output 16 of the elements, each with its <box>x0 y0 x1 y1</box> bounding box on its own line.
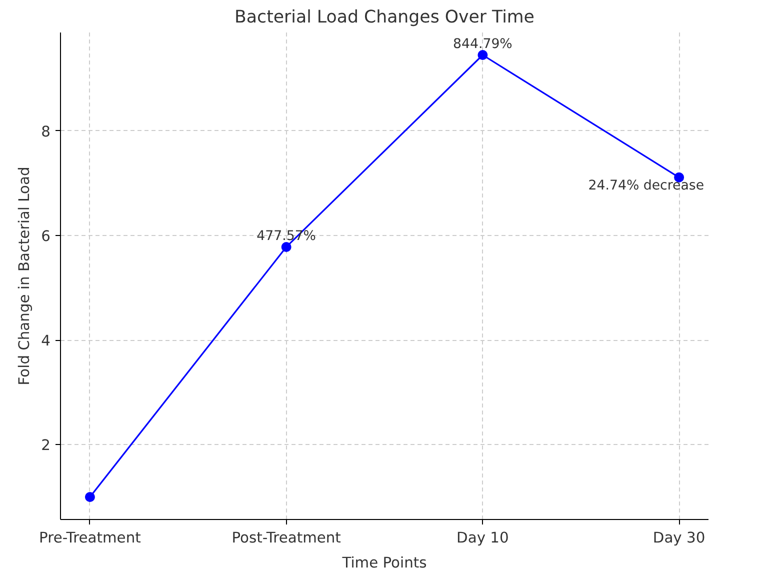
x-tick-label: Day 30 <box>652 530 706 546</box>
point <box>281 242 292 252</box>
point <box>84 492 95 502</box>
y-tick-label: 4 <box>41 332 51 350</box>
x-tick-label: Pre-Treatment <box>39 530 142 546</box>
annotation: 844.79% <box>453 36 512 52</box>
y-axis-title: Fold Change in Bacterial Load <box>16 166 34 386</box>
x-tick-label: Post-Treatment <box>232 530 342 546</box>
y-tick-label: 8 <box>41 123 51 140</box>
x-axis-title: Time Points <box>341 554 427 572</box>
y-tick-label: 6 <box>41 228 51 245</box>
x-tick-label: Day 10 <box>456 530 509 546</box>
annotation: 24.74% decrease <box>588 178 704 194</box>
y-tick-label: 2 <box>41 437 51 454</box>
chart-title: Bacterial Load Changes Over Time <box>234 8 534 28</box>
point <box>478 50 488 60</box>
